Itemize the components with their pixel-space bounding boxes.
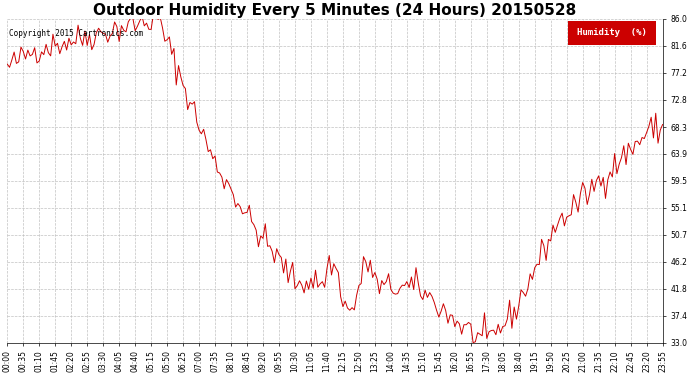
Title: Outdoor Humidity Every 5 Minutes (24 Hours) 20150528: Outdoor Humidity Every 5 Minutes (24 Hou…	[93, 3, 577, 18]
Text: Copyright 2015 Cartronics.com: Copyright 2015 Cartronics.com	[8, 28, 143, 38]
